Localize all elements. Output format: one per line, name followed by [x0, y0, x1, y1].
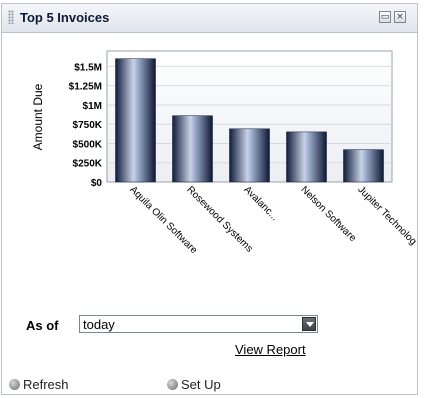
dropdown-arrow-icon[interactable] — [302, 317, 316, 331]
refresh-icon — [9, 379, 20, 390]
close-button[interactable]: × — [394, 11, 406, 23]
y-tick-label: $1.5M — [74, 62, 102, 73]
setup-button[interactable]: Set Up — [167, 377, 221, 392]
as-of-label: As of — [26, 318, 59, 333]
y-tick-label: $0 — [91, 178, 103, 189]
minimize-button[interactable]: ▭ — [379, 11, 391, 23]
y-axis-label: Amount Due — [31, 83, 45, 150]
invoice-chart: $0 $250K $500K $750K $1M $1.25M $1.5M Aquila O… — [2, 32, 418, 292]
bar-chart-svg: $0$250K$500K$750K$1M$1.25M$1.5M Aquila O… — [31, 50, 418, 256]
refresh-button[interactable]: Refresh — [9, 377, 69, 392]
x-tick-label: Nelson Software — [298, 184, 358, 244]
portlet-title: Top 5 Invoices — [20, 10, 110, 25]
x-tick-label: Avalanc... — [241, 184, 280, 223]
as-of-select[interactable]: today — [79, 315, 318, 333]
bar[interactable] — [229, 128, 270, 183]
setup-label: Set Up — [181, 377, 221, 392]
top-invoices-portlet: Top 5 Invoices ▭ × $0 $250K $500K $750K $1M $… — [1, 3, 418, 395]
y-tick-label: $750K — [73, 120, 103, 131]
setup-icon — [167, 379, 178, 390]
portlet-titlebar[interactable]: Top 5 Invoices ▭ × — [2, 4, 417, 33]
bar[interactable] — [343, 149, 384, 183]
bar[interactable] — [115, 58, 156, 183]
as-of-value: today — [83, 317, 115, 332]
y-tick-label: $250K — [73, 159, 103, 170]
bar[interactable] — [286, 131, 327, 183]
bar[interactable] — [172, 115, 213, 183]
drag-grip-icon[interactable] — [8, 10, 14, 24]
y-tick-label: $500K — [73, 139, 103, 150]
x-tick-label: Jupiter Technolog — [355, 184, 417, 247]
view-report-link[interactable]: View Report — [235, 342, 306, 357]
y-tick-label: $1M — [83, 101, 102, 112]
refresh-label: Refresh — [23, 377, 69, 392]
y-tick-label: $1.25M — [69, 82, 102, 93]
